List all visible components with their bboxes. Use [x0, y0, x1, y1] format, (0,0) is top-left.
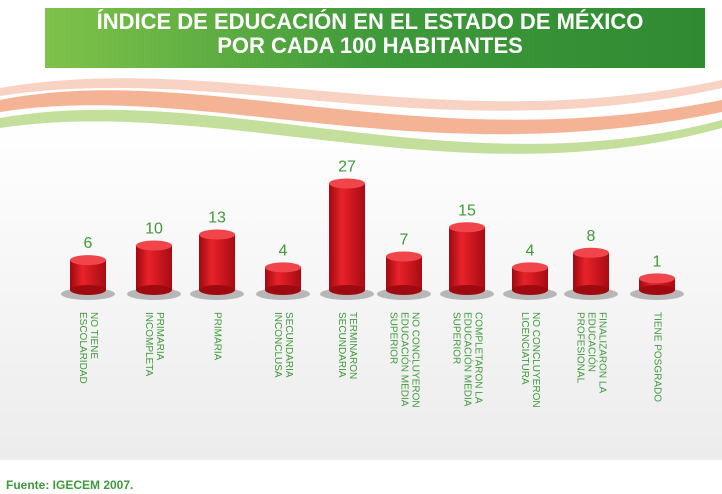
value-label: 8 — [587, 228, 596, 245]
bar — [512, 262, 548, 295]
bar — [70, 255, 106, 295]
category-label: PRIMARIA — [211, 312, 223, 361]
value-label: 10 — [145, 221, 163, 238]
chart-title: ÍNDICE DE EDUCACIÓN EN EL ESTADO DE MÉXI… — [60, 10, 680, 58]
swoosh — [0, 90, 722, 135]
bar — [199, 229, 235, 295]
bar — [573, 247, 609, 295]
swoosh — [0, 109, 722, 154]
bar — [265, 262, 301, 295]
category-label: NO CONCLUYERON LICENCIATURA — [519, 312, 541, 408]
category-label: NO TIENE ESCOLARIDAD — [77, 312, 99, 384]
value-label: 7 — [400, 231, 409, 248]
bar — [449, 222, 485, 295]
bar — [329, 178, 365, 295]
value-label: 27 — [338, 158, 356, 175]
bar — [386, 251, 422, 295]
chart-title-text: ÍNDICE DE EDUCACIÓN EN EL ESTADO DE MÉXI… — [96, 9, 644, 58]
source: Fuente: IGECEM 2007. — [6, 478, 134, 492]
value-label: 6 — [84, 235, 93, 252]
category-label: SECUNDARIA INCONCLUSA — [272, 312, 294, 378]
category-label: NO CONCLUYERON EDUCACIÓN MEDIA SUPERIOR — [387, 312, 421, 408]
title-banner — [45, 8, 705, 68]
bar — [639, 273, 675, 295]
category-label: PRIMARIA INCOMPLETA — [143, 312, 165, 377]
category-label: TIENE POSGRADO — [651, 312, 663, 403]
value-label: 4 — [279, 242, 288, 259]
value-label: 13 — [208, 210, 226, 227]
category-label: TERMINARON SECUNDARIA — [336, 312, 358, 380]
value-label: 4 — [526, 242, 535, 259]
category-label: FINALIZARON LA EDUCACIÓN PROFESIONAL — [574, 312, 608, 393]
swoosh — [0, 78, 722, 111]
bar — [136, 240, 172, 295]
value-label: 1 — [653, 253, 662, 270]
value-label: 15 — [458, 202, 476, 219]
category-label: COMPLETARON LA EDUCACIÓN MEDIA SUPERIOR — [450, 312, 484, 406]
